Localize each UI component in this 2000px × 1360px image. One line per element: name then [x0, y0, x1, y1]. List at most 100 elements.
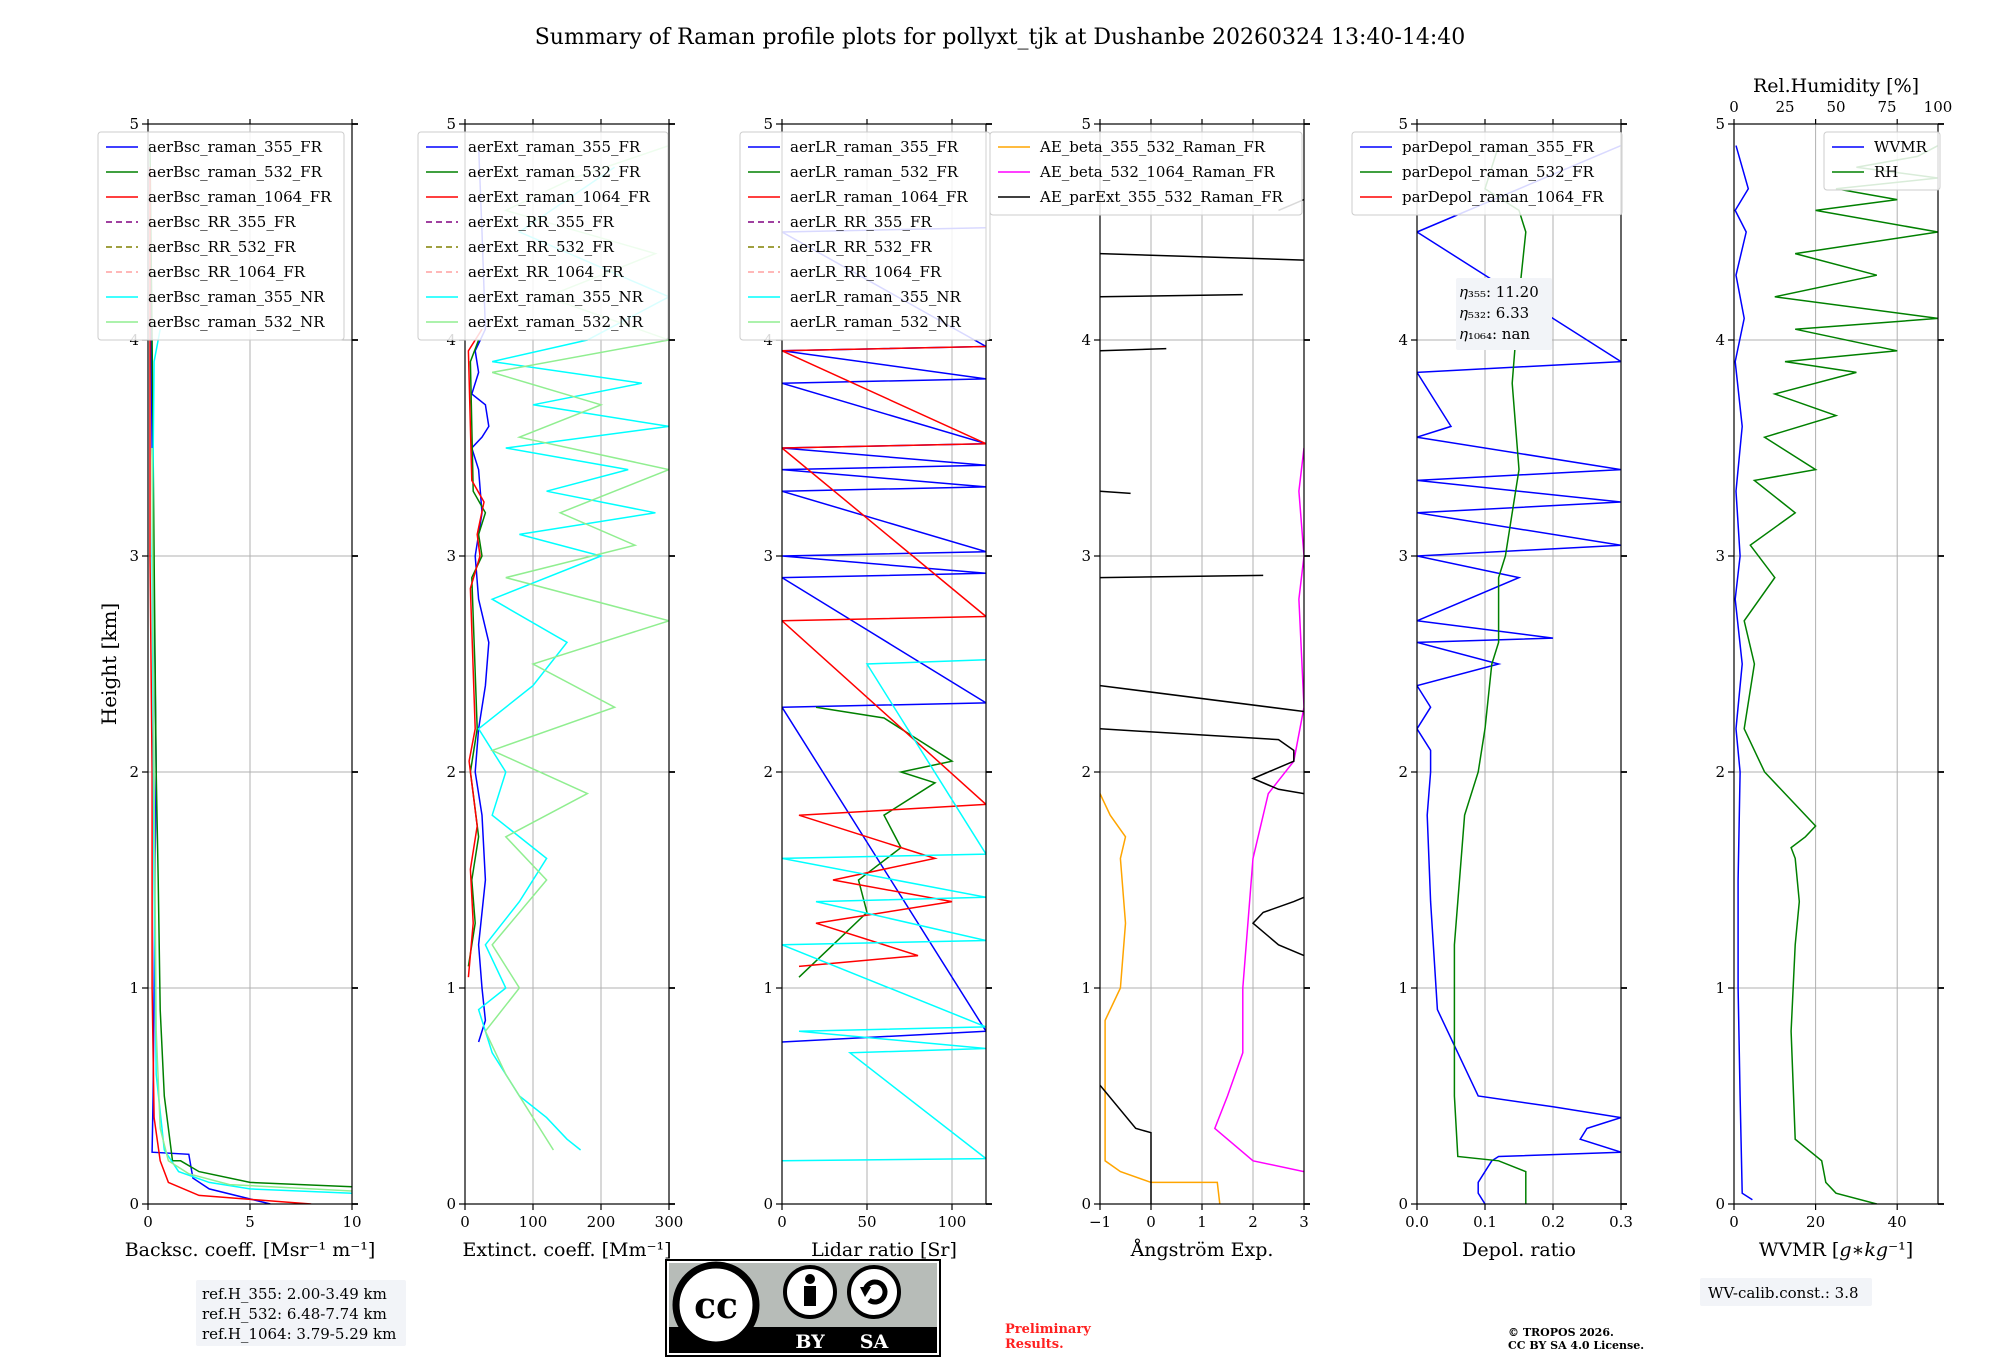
- legend-label: aerBsc_raman_355_NR: [148, 288, 325, 306]
- y-tick-label: 2: [1081, 763, 1091, 781]
- y-tick-label: 3: [1398, 547, 1408, 565]
- y-tick-label: 0: [1398, 1195, 1408, 1213]
- legend: aerBsc_raman_355_FR aerBsc_raman_532_FRae…: [97, 131, 345, 341]
- eta-value: 𝜂₁₀₆₄: nan: [1460, 325, 1530, 343]
- cc-logo-text: cc: [694, 1285, 738, 1327]
- series-line-aerlr-raman-1064-fr: [782, 345, 986, 968]
- legend-label: aerExt_raman_532_NR: [468, 313, 644, 331]
- y-tick-label: 5: [1715, 115, 1725, 133]
- legend-label: aerExt_RR_532_FR: [468, 238, 615, 256]
- x2-tick-label: 100: [1924, 98, 1953, 116]
- x-tick-label: 0.0: [1405, 1213, 1429, 1231]
- ref-h-355: ref.H_355: 2.00-3.49 km: [202, 1285, 387, 1303]
- y-tick-label: 5: [129, 115, 139, 133]
- x-tick-label: 3: [1299, 1213, 1309, 1231]
- y-tick-label: 3: [1715, 547, 1725, 565]
- y-tick-label: 0: [1081, 1195, 1091, 1213]
- series-line-ae-beta-355-532-raman-fr: [1100, 793, 1221, 1204]
- legend: parDepol_raman_355_FR parDepol_raman_532_…: [1351, 131, 1623, 216]
- y-tick-label: 5: [1081, 115, 1091, 133]
- legend-label: parDepol_raman_1064_FR: [1402, 188, 1604, 206]
- eta-value: 𝜂₃₅₅: 11.20: [1460, 283, 1539, 301]
- legend-label: aerExt_RR_355_FR: [468, 213, 615, 231]
- y-tick-label: 3: [129, 547, 139, 565]
- legend-box: [417, 131, 669, 341]
- x-axis-label: WVMR [𝑔∗𝑘𝑔⁻¹]: [1759, 1239, 1913, 1261]
- legend-label: aerLR_raman_1064_FR: [790, 188, 968, 206]
- series-line-wvmr: [1734, 145, 1753, 1201]
- ref-heights-box: [196, 1280, 406, 1346]
- x2-tick-label: 75: [1877, 98, 1896, 116]
- legend-label: aerLR_raman_355_FR: [790, 138, 959, 156]
- legend-label: aerLR_RR_1064_FR: [790, 263, 942, 281]
- legend-box: [989, 131, 1303, 216]
- series-line-ae-beta-532-1064-raman-fr: [1213, 447, 1304, 1173]
- x-tick-label: 0.3: [1609, 1213, 1633, 1231]
- legend-box: [739, 131, 991, 341]
- series-line-rh: [1743, 144, 1938, 1204]
- legend: aerExt_raman_355_FR aerExt_raman_532_FRae…: [417, 131, 669, 341]
- preliminary-line2: Results.: [1005, 1337, 1064, 1352]
- x-tick-label: 0: [777, 1213, 787, 1231]
- x-tick-label: 0: [143, 1213, 153, 1231]
- y-tick-label: 4: [1715, 331, 1725, 349]
- legend-label: aerLR_raman_355_NR: [790, 288, 961, 306]
- preliminary-line1: Preliminary: [1005, 1322, 1091, 1337]
- axes-frame: [1733, 123, 1939, 1205]
- legend-label: aerBsc_raman_532_NR: [148, 313, 325, 331]
- legend-label: aerBsc_RR_355_FR: [148, 213, 296, 231]
- panel-ext: 0100200300012345Extinct. coeff. [Mm⁻¹]ae…: [417, 115, 684, 1261]
- series-line-aerext-raman-532-fr: [467, 339, 487, 967]
- series-line-aerext-raman-1064-fr: [467, 328, 485, 978]
- x-axis-label: Ångström Exp.: [1130, 1239, 1274, 1261]
- x-tick-label: 0: [460, 1213, 470, 1231]
- ref-h-1064: ref.H_1064: 3.79-5.29 km: [202, 1325, 396, 1343]
- series-line-aerbsc-raman-355-nr: [151, 329, 352, 1194]
- series-line-aerbsc-raman-1064-fr: [149, 167, 312, 1204]
- y-tick-label: 4: [1081, 331, 1091, 349]
- legend-label: aerExt_raman_355_NR: [468, 288, 644, 306]
- y-tick-label: 1: [1715, 979, 1725, 997]
- x-tick-label: 0.2: [1541, 1213, 1565, 1231]
- y-tick-label: 5: [763, 115, 773, 133]
- eta-annotation: 𝜂₃₅₅: 11.20 𝜂₅₃₂: 6.33 𝜂₁₀₆₄: nan: [1456, 278, 1552, 350]
- series-line-ae-parext-355-532-raman-fr: [1100, 490, 1131, 495]
- x2-tick-label: 50: [1826, 98, 1845, 116]
- legend-label: parDepol_raman_355_FR: [1402, 138, 1595, 156]
- y-tick-label: 2: [763, 763, 773, 781]
- copyright-line1: © TROPOS 2026.: [1508, 1326, 1614, 1339]
- x-tick-label: 0: [1729, 1213, 1739, 1231]
- legend-label: AE_parExt_355_532_Raman_FR: [1039, 188, 1284, 206]
- x-axis-label: Backsc. coeff. [Msr⁻¹ m⁻¹]: [125, 1239, 376, 1261]
- y-tick-label: 1: [1081, 979, 1091, 997]
- y-tick-label: 4: [1398, 331, 1408, 349]
- legend-label: aerExt_raman_355_FR: [468, 138, 641, 156]
- legend-label: AE_beta_532_1064_Raman_FR: [1039, 163, 1275, 181]
- y-tick-label: 0: [129, 1195, 139, 1213]
- x-tick-label: 300: [655, 1213, 684, 1231]
- series-line-ae-parext-355-532-raman-fr: [1100, 347, 1167, 352]
- series-line-aerlr-raman-355-fr: [782, 226, 986, 1043]
- x-tick-label: 40: [1888, 1213, 1907, 1231]
- series-line-ae-parext-355-532-raman-fr: [1100, 293, 1243, 298]
- y-tick-label: 2: [129, 763, 139, 781]
- legend-label: RH: [1874, 163, 1898, 181]
- y-tick-label: 0: [763, 1195, 773, 1213]
- x-axis-label: Depol. ratio: [1462, 1239, 1576, 1261]
- legend-label: aerLR_RR_355_FR: [790, 213, 932, 231]
- legend-label: aerLR_raman_532_NR: [790, 313, 961, 331]
- eta-value: 𝜂₅₃₂: 6.33: [1460, 304, 1529, 322]
- y-tick-label: 3: [1081, 547, 1091, 565]
- series-line-ae-parext-355-532-raman-fr: [1100, 684, 1304, 713]
- x-tick-label: 50: [857, 1213, 876, 1231]
- series-line-ae-parext-355-532-raman-fr: [1100, 252, 1304, 261]
- wv-calib-const: WV-calib.const.: 3.8: [1708, 1284, 1859, 1302]
- series-line-aerbsc-raman-532-nr: [151, 447, 352, 1192]
- ref-h-532: ref.H_532: 6.48-7.74 km: [202, 1305, 387, 1323]
- y-tick-label: 5: [1398, 115, 1408, 133]
- x-tick-label: 2: [1248, 1213, 1258, 1231]
- series-line-pardepol-raman-355-fr: [1417, 144, 1621, 1204]
- x2-tick-label: 25: [1775, 98, 1794, 116]
- y-tick-label: 1: [129, 979, 139, 997]
